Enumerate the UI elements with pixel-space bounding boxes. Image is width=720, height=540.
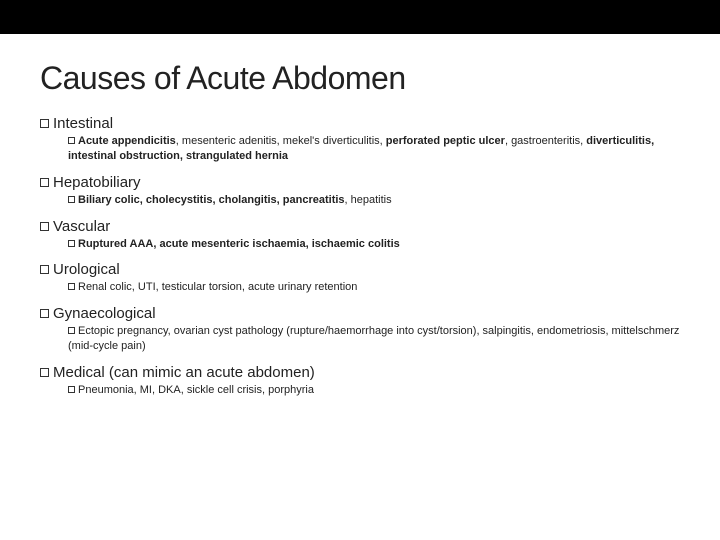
section-sub: Renal colic, UTI, testicular torsion, ac… (40, 280, 680, 295)
checkbox-icon (68, 327, 75, 334)
slide-content: Causes of Acute Abdomen Intestinal Acute… (40, 60, 680, 398)
section-sub: Pneumonia, MI, DKA, sickle cell crisis, … (40, 383, 680, 398)
section-sub: Ruptured AAA, acute mesenteric ischaemia… (40, 237, 680, 252)
section-sub-text: Biliary colic, cholecystitis, cholangiti… (78, 194, 392, 206)
section-hepatobiliary: Hepatobiliary Biliary colic, cholecystit… (40, 174, 680, 208)
section-intestinal: Intestinal Acute appendicitis, mesenteri… (40, 115, 680, 164)
section-medical: Medical (can mimic an acute abdomen) Pne… (40, 364, 680, 398)
section-sub-text: Acute appendicitis, mesenteric adenitis,… (68, 135, 654, 162)
checkbox-icon (68, 196, 75, 203)
checkbox-icon (68, 137, 75, 144)
top-black-bar (0, 0, 720, 34)
checkbox-icon (40, 309, 49, 318)
section-head: Urological (40, 261, 680, 278)
section-head: Medical (can mimic an acute abdomen) (40, 364, 680, 381)
checkbox-icon (68, 240, 75, 247)
checkbox-icon (40, 222, 49, 231)
section-head-label: Vascular (53, 218, 110, 235)
section-head-label: Hepatobiliary (53, 174, 141, 191)
section-sub-text: Ectopic pregnancy, ovarian cyst patholog… (68, 325, 679, 352)
section-sub-text: Ruptured AAA, acute mesenteric ischaemia… (78, 238, 400, 250)
section-head: Hepatobiliary (40, 174, 680, 191)
checkbox-icon (40, 119, 49, 128)
page-title: Causes of Acute Abdomen (40, 60, 680, 97)
checkbox-icon (40, 368, 49, 377)
section-head-label: Gynaecological (53, 305, 156, 322)
checkbox-icon (68, 386, 75, 393)
section-sub-text: Pneumonia, MI, DKA, sickle cell crisis, … (78, 384, 314, 396)
section-urological: Urological Renal colic, UTI, testicular … (40, 261, 680, 295)
checkbox-icon (40, 178, 49, 187)
checkbox-icon (68, 283, 75, 290)
section-sub-text: Renal colic, UTI, testicular torsion, ac… (78, 281, 357, 293)
section-gynaecological: Gynaecological Ectopic pregnancy, ovaria… (40, 305, 680, 354)
section-head: Vascular (40, 218, 680, 235)
section-head-label: Intestinal (53, 115, 113, 132)
section-head: Intestinal (40, 115, 680, 132)
section-sub: Biliary colic, cholecystitis, cholangiti… (40, 193, 680, 208)
checkbox-icon (40, 265, 49, 274)
section-head-label: Medical (can mimic an acute abdomen) (53, 364, 315, 381)
section-sub: Ectopic pregnancy, ovarian cyst patholog… (40, 324, 680, 354)
section-head: Gynaecological (40, 305, 680, 322)
section-vascular: Vascular Ruptured AAA, acute mesenteric … (40, 218, 680, 252)
section-head-label: Urological (53, 261, 120, 278)
section-sub: Acute appendicitis, mesenteric adenitis,… (40, 134, 680, 164)
